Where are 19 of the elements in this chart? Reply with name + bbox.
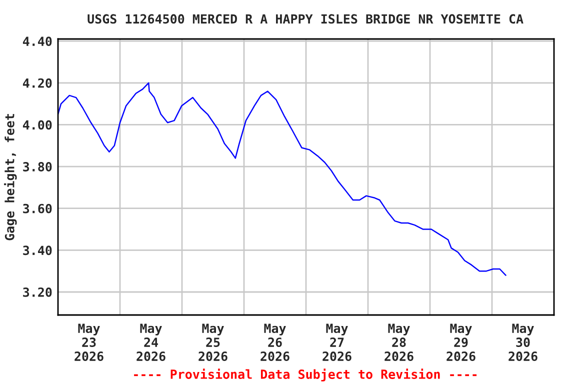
y-tick-label: 3.20: [23, 287, 52, 297]
x-tick-label: May 26 2026: [260, 324, 290, 362]
y-tick-label: 4.00: [22, 120, 52, 130]
line-series: [58, 82, 506, 276]
x-tick-label: May 27 2026: [322, 324, 352, 362]
x-tick-label: May 29 2026: [446, 324, 476, 362]
x-tick-label: May 24 2026: [136, 324, 166, 362]
x-tick-label: May 25 2026: [198, 324, 228, 362]
y-tick-label: 3.80: [23, 162, 52, 172]
x-tick-label: May 30 2026: [508, 324, 538, 362]
x-tick-label: May 23 2026: [74, 324, 104, 362]
y-tick-label: 4.20: [22, 78, 52, 88]
y-tick-label: 3.60: [23, 204, 52, 214]
text: ---- Provisional Data Subject to Revision ----: [134, 368, 477, 382]
x-tick-label: May 28 2026: [384, 324, 414, 362]
y-tick-label: 4.40: [22, 36, 52, 46]
y-tick-label: 3.40: [23, 246, 52, 256]
chart-title: USGS 11264500 MERCED R A HAPPY ISLES BRIDGE NR YOSEMITE CA: [88, 14, 524, 24]
y-axis-title: Gage height, feet: [4, 114, 17, 240]
